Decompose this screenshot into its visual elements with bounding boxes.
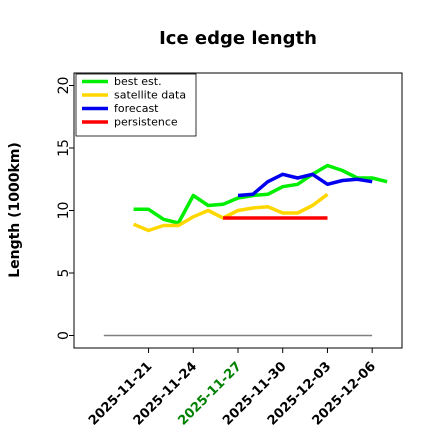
y-tick-label: 10: [56, 202, 72, 220]
series-layer: [103, 163, 388, 337]
y-tick-label: 20: [56, 77, 72, 95]
y-tick-label: 15: [56, 139, 72, 157]
legend: best est.satellite dataforecastpersisten…: [75, 73, 197, 137]
legend-label-persistence: persistence: [114, 116, 178, 129]
series-line-satellite-data: [132, 192, 329, 233]
y-tick-label: 5: [56, 269, 72, 278]
y-tick-label: 0: [56, 331, 72, 340]
legend-label-forecast: forecast: [114, 102, 159, 115]
chart-title: Ice edge length: [159, 28, 317, 49]
legend-label-satellite-data: satellite data: [114, 89, 186, 102]
legend-box: [75, 73, 197, 137]
series-line-forecast: [237, 172, 373, 198]
series-line-best-est-: [133, 163, 388, 225]
y-axis-label: Length (1000km): [7, 142, 23, 278]
legend-label-best-est-: best est.: [114, 75, 162, 88]
